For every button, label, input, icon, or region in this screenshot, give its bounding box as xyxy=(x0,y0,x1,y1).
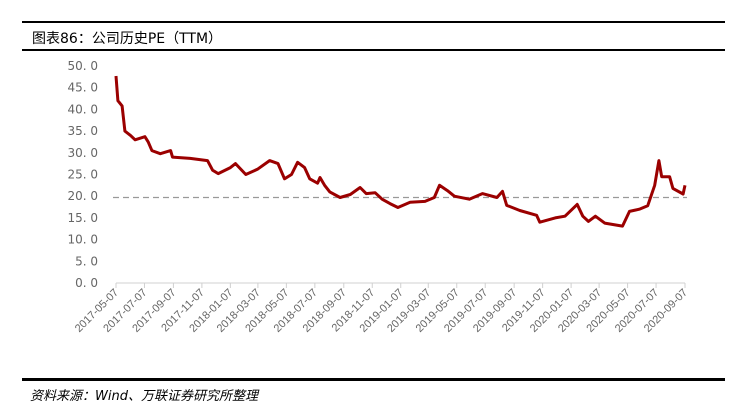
y-tick-label: 20. 0 xyxy=(67,189,98,203)
title-bottom-rule xyxy=(22,49,725,51)
source-top-rule xyxy=(22,378,725,381)
y-tick-label: 5. 0 xyxy=(75,254,98,268)
pe-series-line xyxy=(114,75,687,228)
y-tick-label: 15. 0 xyxy=(67,211,98,225)
y-tick-label: 25. 0 xyxy=(67,168,98,182)
x-axis: 2017-05-072017-07-072017-09-072017-11-07… xyxy=(73,282,690,335)
y-tick-label: 30. 0 xyxy=(67,146,98,160)
title-top-rule xyxy=(22,21,725,23)
y-tick-label: 0. 0 xyxy=(75,276,98,290)
y-tick-label: 10. 0 xyxy=(67,233,98,247)
chart-title: 图表86：公司历史PE（TTM） xyxy=(32,31,223,47)
source-note: 资料来源：Wind、万联证券研究所整理 xyxy=(30,389,258,404)
y-axis: 0. 0 5. 0 10. 0 15. 0 20. 0 25. 0 30. 0 35. 0 40… xyxy=(67,59,98,290)
y-tick-label: 45. 0 xyxy=(67,81,98,95)
y-tick-label: 40. 0 xyxy=(67,102,98,116)
y-tick-label: 35. 0 xyxy=(67,124,98,138)
y-tick-label: 50. 0 xyxy=(67,59,98,73)
